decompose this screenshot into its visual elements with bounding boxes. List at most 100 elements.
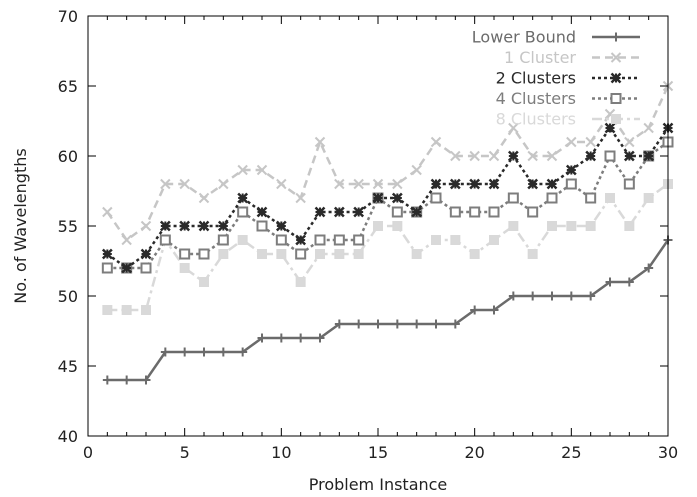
data-point [237, 235, 248, 245]
data-point-b [334, 178, 345, 190]
legend-marker [610, 93, 622, 104]
data-point-b [546, 150, 558, 162]
data-point-b [430, 136, 442, 148]
data-point-b [604, 108, 616, 120]
data-point [198, 248, 210, 260]
data-point [585, 192, 597, 204]
data-point-b [237, 164, 248, 176]
data-point-b [121, 234, 132, 246]
data-point [179, 248, 191, 260]
data-point-b [372, 178, 384, 190]
data-point [295, 277, 306, 287]
x-axis-title: Problem Instance [309, 475, 448, 494]
axes-layer: 0 5 10 15 20 25 30 40 45 50 55 60 65 70 [58, 7, 679, 462]
series-line [106, 85, 670, 242]
data-point [430, 192, 442, 204]
y-tick-label: 60 [58, 147, 78, 166]
data-point-b [276, 178, 287, 190]
data-point [353, 249, 364, 259]
x-tick-label: 0 [83, 443, 93, 462]
y-tick-label: 70 [58, 7, 78, 26]
data-point-b [102, 206, 113, 218]
legend-label: Lower Bound [472, 28, 576, 47]
data-point [507, 192, 519, 204]
data-point [527, 206, 539, 218]
data-point-b [469, 150, 480, 162]
legend-label: 8 Clusters [496, 110, 576, 129]
data-point [257, 249, 267, 259]
data-point [199, 277, 209, 287]
data-point [411, 249, 422, 259]
y-tick-label: 65 [58, 77, 78, 96]
data-point-b [488, 150, 500, 162]
data-point [353, 234, 365, 246]
data-point [121, 305, 132, 315]
data-point [141, 305, 151, 315]
data-point [392, 221, 403, 231]
data-point-b [256, 164, 268, 176]
data-point [527, 249, 538, 259]
data-point [488, 206, 500, 218]
data-point [101, 262, 113, 274]
x-tick-label: 5 [180, 443, 190, 462]
data-point-b [508, 122, 519, 134]
x-tick-label: 10 [271, 443, 291, 462]
data-point-b [179, 178, 190, 190]
data-point-b [295, 192, 306, 204]
data-point-b [527, 150, 538, 162]
legend-marker-b [610, 52, 622, 63]
data-point [604, 150, 616, 162]
legend-label: 4 Clusters [496, 89, 576, 108]
x-tick-label: 30 [658, 443, 678, 462]
x-tick-label: 20 [464, 443, 484, 462]
data-point [237, 206, 249, 218]
data-point [508, 221, 519, 231]
data-point [449, 206, 461, 218]
series-line [107, 140, 669, 270]
data-point [218, 249, 229, 259]
data-point [643, 193, 654, 203]
data-point [102, 305, 113, 315]
x-tick-label: 25 [561, 443, 581, 462]
data-point [159, 234, 171, 246]
data-point-b [411, 164, 422, 176]
data-point-b [218, 178, 229, 190]
data-point [546, 192, 558, 204]
series-2 [101, 122, 674, 274]
series-line [106, 125, 670, 270]
data-point [140, 262, 152, 274]
data-point [391, 206, 403, 218]
data-point [624, 221, 635, 231]
y-tick-label: 40 [58, 427, 78, 446]
data-point-b [160, 178, 171, 190]
data-point-b [643, 122, 654, 134]
y-tick-label: 45 [58, 357, 78, 376]
legend-label: 2 Clusters [496, 69, 576, 88]
data-point-b [566, 136, 577, 148]
y-tick-label: 55 [58, 217, 78, 236]
data-point [623, 178, 635, 190]
data-point [275, 234, 287, 246]
data-point [431, 235, 441, 245]
data-point [585, 221, 596, 231]
data-point [547, 221, 557, 231]
series-line [107, 182, 669, 312]
data-point-b [450, 150, 461, 162]
legend-label: 1 Cluster [504, 48, 576, 67]
data-point [373, 221, 383, 231]
data-point [566, 221, 577, 231]
data-point [450, 235, 461, 245]
y-axis-title: No. of Wavelengths [11, 148, 30, 303]
data-point [469, 249, 480, 259]
data-point-b [314, 136, 326, 148]
data-point [295, 248, 307, 260]
data-point [276, 249, 287, 259]
data-point [469, 206, 481, 218]
x-tick-label: 15 [368, 443, 388, 462]
data-point [217, 234, 229, 246]
data-point [334, 249, 345, 259]
data-point [179, 263, 190, 273]
y-tick-label: 50 [58, 287, 78, 306]
data-point-b [353, 178, 364, 190]
data-point [565, 178, 577, 190]
